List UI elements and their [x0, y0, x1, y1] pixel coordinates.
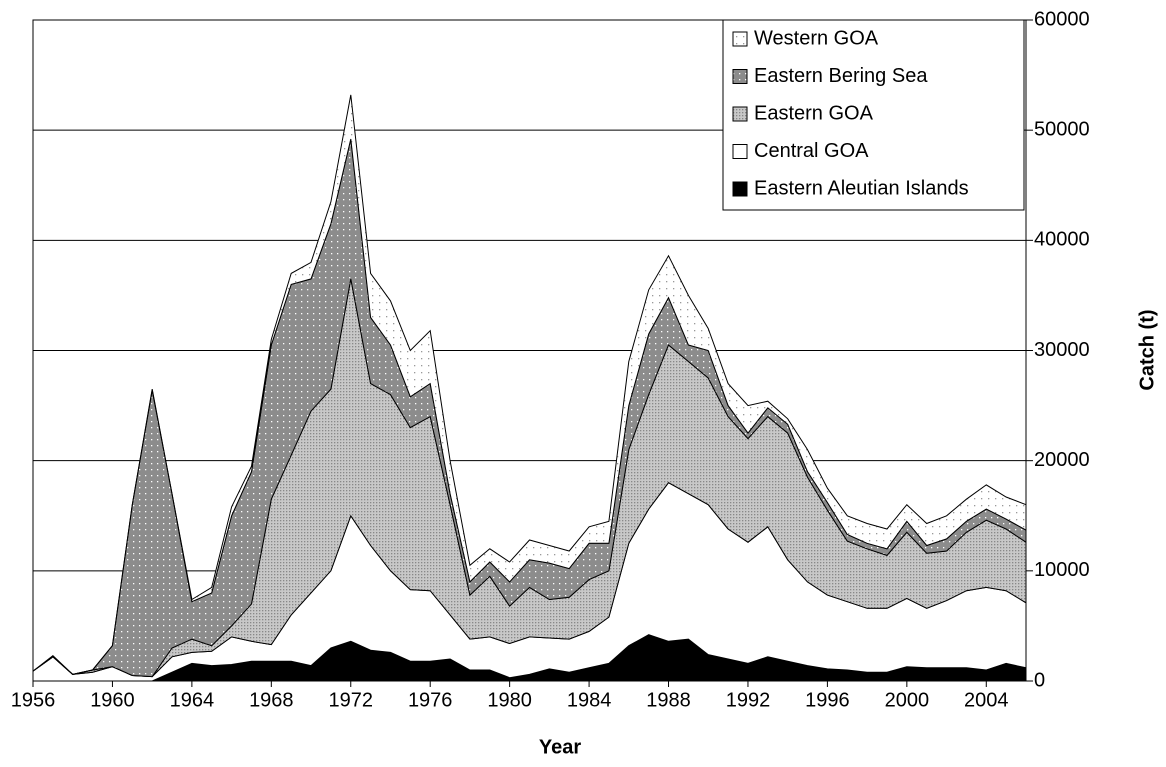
legend-swatch: [732, 144, 748, 159]
y-tick-label: 10000: [1034, 559, 1090, 581]
legend-label: Central GOA: [754, 140, 869, 162]
x-tick-label: 1976: [408, 689, 453, 711]
legend-swatch: [732, 106, 748, 122]
x-tick-label: 1972: [329, 689, 374, 711]
x-tick-label: 1960: [90, 689, 135, 711]
legend: Western GOA Eastern Bering Sea Eastern GOA…: [722, 19, 1025, 211]
legend-swatch: [732, 69, 748, 84]
x-tick-label: 1964: [170, 689, 215, 711]
y-tick-label: 0: [1034, 669, 1045, 691]
legend-label: Eastern Aleutian Islands: [754, 177, 969, 199]
y-tick-label: 30000: [1034, 339, 1090, 361]
y-tick-label: 60000: [1034, 8, 1090, 30]
plot-frame: [32, 19, 1027, 682]
x-axis-label: Year: [539, 736, 581, 758]
y-tick-label: 40000: [1034, 229, 1090, 251]
y-tick-label: 50000: [1034, 118, 1090, 140]
x-tick-label: 1980: [487, 689, 532, 711]
x-tick-label: 1988: [646, 689, 691, 711]
y-tick-label: 20000: [1034, 449, 1090, 471]
x-tick-label: 1996: [805, 689, 850, 711]
x-tick-label: 1984: [567, 689, 612, 711]
legend-swatch: [732, 31, 748, 47]
x-tick-label: 2004: [964, 689, 1009, 711]
x-tick-label: 1956: [11, 689, 56, 711]
y-axis-label: Catch (t): [1136, 309, 1158, 390]
legend-label: Western GOA: [754, 27, 879, 49]
x-tick-label: 1992: [726, 689, 771, 711]
legend-label: Eastern Bering Sea: [754, 65, 928, 87]
legend-swatch: [732, 181, 748, 197]
legend-box: [722, 19, 1025, 211]
x-tick-label: 2000: [885, 689, 930, 711]
x-tick-label: 1968: [249, 689, 294, 711]
legend-label: Eastern GOA: [754, 102, 874, 124]
